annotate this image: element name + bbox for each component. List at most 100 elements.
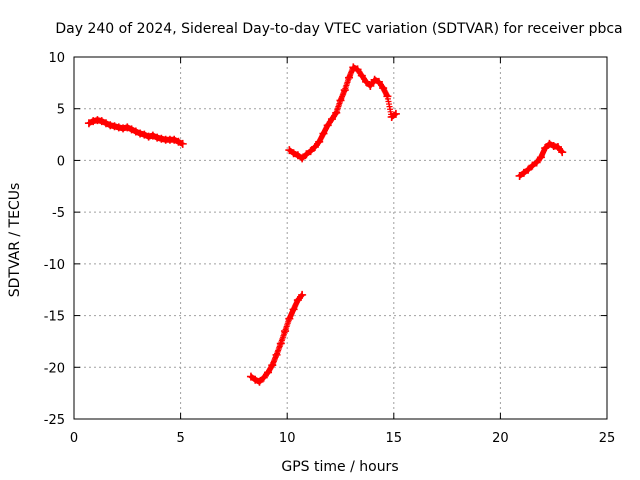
y-tick-label: 10 <box>48 51 65 66</box>
y-tick-label: -5 <box>52 206 65 221</box>
y-tick-labels: -25 -20 -15 -10 -5 0 5 10 <box>44 51 65 428</box>
data-point <box>114 123 123 132</box>
data-point <box>293 296 302 305</box>
data-point <box>532 158 541 167</box>
data-point <box>549 141 558 150</box>
data-point <box>302 150 311 159</box>
data-point <box>97 117 106 126</box>
x-tick-labels: 0 5 10 15 20 25 <box>70 431 615 446</box>
data-point <box>298 290 307 299</box>
data-point <box>264 368 273 377</box>
data-point <box>310 142 319 151</box>
data-point <box>140 130 149 139</box>
x-axis-label: GPS time / hours <box>281 459 398 475</box>
y-tick-label: -10 <box>44 258 65 273</box>
data-point <box>553 142 562 151</box>
data-point <box>101 119 110 128</box>
data-point <box>106 121 115 130</box>
data-point <box>558 148 567 157</box>
data-point <box>391 109 400 118</box>
data-point <box>170 135 179 144</box>
x-tick-label: 15 <box>386 431 403 446</box>
data-point <box>340 86 349 95</box>
data-point <box>323 121 332 130</box>
series-segment-4 <box>515 139 567 180</box>
data-point <box>259 373 268 382</box>
data-point <box>246 372 255 381</box>
data-point <box>93 116 102 125</box>
data-point <box>110 122 119 131</box>
data-point <box>519 168 528 177</box>
data-point <box>536 153 545 162</box>
data-point <box>306 147 315 156</box>
data-point <box>251 375 260 384</box>
grid <box>74 57 607 419</box>
series-segment-3 <box>285 63 400 163</box>
data-point <box>374 77 383 86</box>
y-tick-label: -15 <box>44 310 65 325</box>
data-point <box>136 129 145 138</box>
data-point <box>349 63 358 72</box>
data-point <box>276 339 285 348</box>
data-point <box>89 117 98 126</box>
data-point <box>84 119 93 128</box>
data-point-markers <box>247 291 306 385</box>
data-point <box>315 137 324 146</box>
data-point <box>319 129 328 138</box>
data-point <box>148 131 157 140</box>
data-point <box>357 71 366 80</box>
data-point <box>362 77 371 86</box>
data-point <box>131 127 140 136</box>
data-point <box>383 92 392 101</box>
data-point <box>298 154 307 163</box>
data-point <box>541 144 550 153</box>
data-point <box>345 73 354 82</box>
y-tick-label: -20 <box>44 361 65 376</box>
data-point-markers <box>286 64 399 162</box>
data-point <box>370 75 379 84</box>
data-point <box>153 133 162 142</box>
data-point <box>379 84 388 93</box>
y-tick-label: 0 <box>57 154 65 169</box>
data-point <box>272 350 281 359</box>
plot-frame <box>73 56 608 420</box>
data-point <box>366 81 375 90</box>
data-points <box>84 63 567 386</box>
data-point <box>285 146 294 155</box>
x-tick-label: 5 <box>176 431 184 446</box>
data-point <box>524 165 533 174</box>
data-point <box>255 377 264 386</box>
data-point <box>281 327 290 336</box>
data-point <box>293 151 302 160</box>
y-tick-label: 5 <box>57 103 65 118</box>
chart-title: Day 240 of 2024, Sidereal Day-to-day VTE… <box>55 21 622 37</box>
data-point <box>353 65 362 74</box>
data-point <box>387 112 396 121</box>
ticks <box>73 56 608 420</box>
y-axis-label: SDTVAR / TECUs <box>7 183 23 298</box>
data-point <box>178 139 187 148</box>
data-point <box>157 134 166 143</box>
data-point <box>528 161 537 170</box>
x-tick-label: 20 <box>492 431 509 446</box>
data-point <box>174 137 183 146</box>
data-point <box>144 132 153 141</box>
data-point <box>289 305 298 314</box>
data-point <box>336 96 345 105</box>
data-point <box>545 139 554 148</box>
data-point <box>327 115 336 124</box>
series-segment-2 <box>246 290 307 386</box>
data-point <box>119 124 128 133</box>
data-point <box>285 314 294 323</box>
data-point <box>268 361 277 370</box>
data-point <box>127 125 136 134</box>
data-point <box>332 108 341 117</box>
series-segment-1 <box>84 116 187 148</box>
x-tick-label: 10 <box>279 431 296 446</box>
data-point <box>123 123 132 132</box>
x-tick-label: 25 <box>599 431 616 446</box>
data-point <box>289 149 298 158</box>
data-point <box>515 171 524 180</box>
x-tick-label: 0 <box>70 431 78 446</box>
